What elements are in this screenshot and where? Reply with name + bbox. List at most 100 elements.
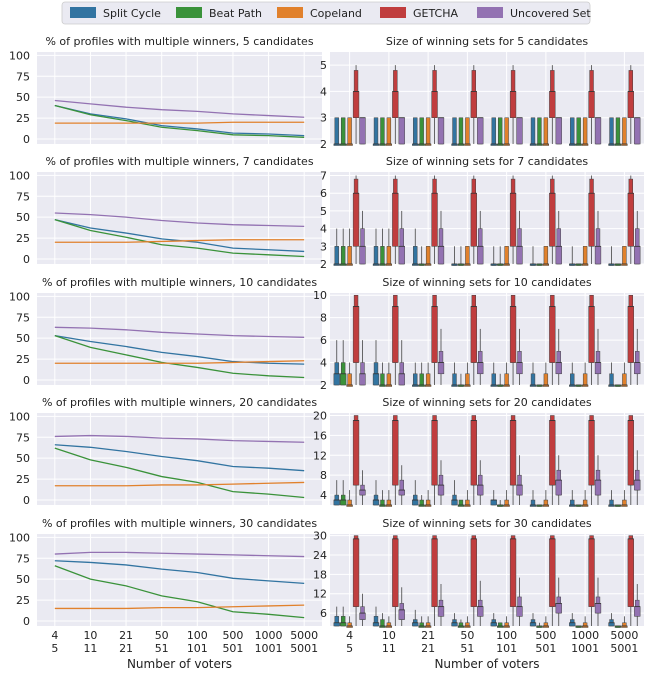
box-body (491, 117, 496, 145)
box-uncovered-set (516, 210, 523, 265)
box-body (498, 117, 503, 145)
box-split-cycle (608, 490, 615, 507)
box-inner (549, 306, 556, 363)
series-line-uncovered-set (54, 326, 305, 338)
box-beat-path (340, 228, 347, 266)
box-inner (431, 420, 438, 486)
box-uncovered-set (516, 328, 523, 385)
box-getcha (470, 415, 477, 505)
line-chart-4: % of profiles with multiple winners, 20 … (9, 396, 322, 507)
series-line-split-cycle (54, 104, 305, 137)
box-uncovered-set (398, 465, 405, 505)
chart-title: % of profiles with multiple winners, 20 … (42, 396, 317, 409)
box-uncovered-set (477, 460, 484, 505)
x-tick-label: 100 (187, 629, 208, 642)
legend-swatch (277, 7, 303, 18)
box-beat-path (497, 500, 504, 507)
box-inner (490, 622, 497, 627)
series-line-copeland (54, 481, 305, 487)
box-inner (359, 246, 366, 265)
box-copeland (346, 490, 353, 507)
box-getcha (549, 175, 556, 264)
y-tick-label: 0 (23, 253, 30, 266)
box-uncovered-set (634, 328, 641, 385)
box-inner (627, 538, 634, 607)
box-beat-path (614, 263, 622, 266)
x-tick-label: 4 (346, 629, 353, 642)
box-body (465, 373, 470, 386)
box-inner (352, 192, 360, 247)
box-getcha (549, 535, 556, 626)
box-inner (588, 192, 595, 247)
box-uncovered-set (477, 328, 484, 385)
box-uncovered-set (555, 577, 562, 626)
x-tick-label: 21 (421, 629, 435, 642)
box-body (380, 619, 385, 627)
box-beat-path (614, 117, 622, 146)
y-tick-label: 50 (16, 452, 30, 465)
y-tick-label: 75 (16, 311, 30, 324)
box-inner (333, 499, 340, 506)
series-line-beat-path (54, 335, 305, 379)
box-inner (340, 499, 347, 506)
box-inner (431, 91, 438, 118)
box-uncovered-set (516, 455, 523, 505)
box-getcha (549, 415, 556, 505)
box-body (425, 117, 431, 145)
series-line-copeland (54, 604, 305, 610)
y-tick-label: 25 (16, 594, 30, 607)
box-inner (372, 622, 380, 627)
box-inner (509, 420, 517, 486)
box-chart-4: Size of winning sets for 20 candidates 4 8… (313, 396, 644, 507)
y-tick-label: 100 (9, 290, 30, 303)
x-tick-label: 50 (155, 629, 169, 642)
y-tick-label: 25 (16, 232, 30, 245)
y-tick-label: 0 (23, 494, 30, 507)
box-getcha (549, 294, 556, 385)
series-line-split-cycle (54, 444, 305, 472)
legend-label: Beat Path (209, 7, 262, 20)
box-body (386, 622, 392, 627)
box-getcha (352, 175, 360, 264)
legend-entry: Copeland (277, 7, 362, 20)
box-inner (477, 246, 484, 265)
x-tick-label: 5 (346, 642, 353, 655)
box-uncovered-set (398, 340, 405, 386)
box-uncovered-set (437, 584, 445, 626)
box-split-cycle (333, 340, 340, 386)
box-inner (437, 246, 445, 265)
box-beat-path (536, 263, 543, 266)
box-uncovered-set (437, 460, 445, 505)
box-body (386, 117, 392, 145)
box-body (622, 499, 627, 506)
legend-swatch (176, 7, 202, 18)
box-body (465, 117, 470, 145)
box-split-cycle (569, 490, 576, 507)
y-tick-label: 6 (320, 187, 327, 200)
box-split-cycle (451, 117, 458, 146)
box-beat-path (457, 373, 465, 387)
box-inner (555, 603, 562, 614)
plot-background (37, 52, 322, 144)
box-copeland (464, 362, 471, 387)
box-inner (398, 117, 405, 145)
plot-background (37, 293, 322, 385)
y-tick-label: 3 (320, 112, 327, 125)
legend-entry: Beat Path (176, 7, 262, 20)
box-inner (437, 117, 445, 145)
box-copeland (621, 616, 628, 628)
box-copeland (503, 246, 510, 266)
box-inner (451, 622, 458, 627)
box-body (380, 117, 385, 145)
box-getcha (392, 65, 399, 144)
box-copeland (542, 246, 550, 266)
box-body (452, 117, 457, 145)
box-inner (509, 192, 517, 247)
box-uncovered-set (398, 117, 405, 145)
box-inner (333, 622, 340, 627)
box-copeland (581, 246, 589, 266)
box-chart-3: Size of winning sets for 10 candidates 2 4… (313, 276, 644, 392)
box-body (347, 499, 352, 506)
box-uncovered-set (594, 577, 602, 626)
